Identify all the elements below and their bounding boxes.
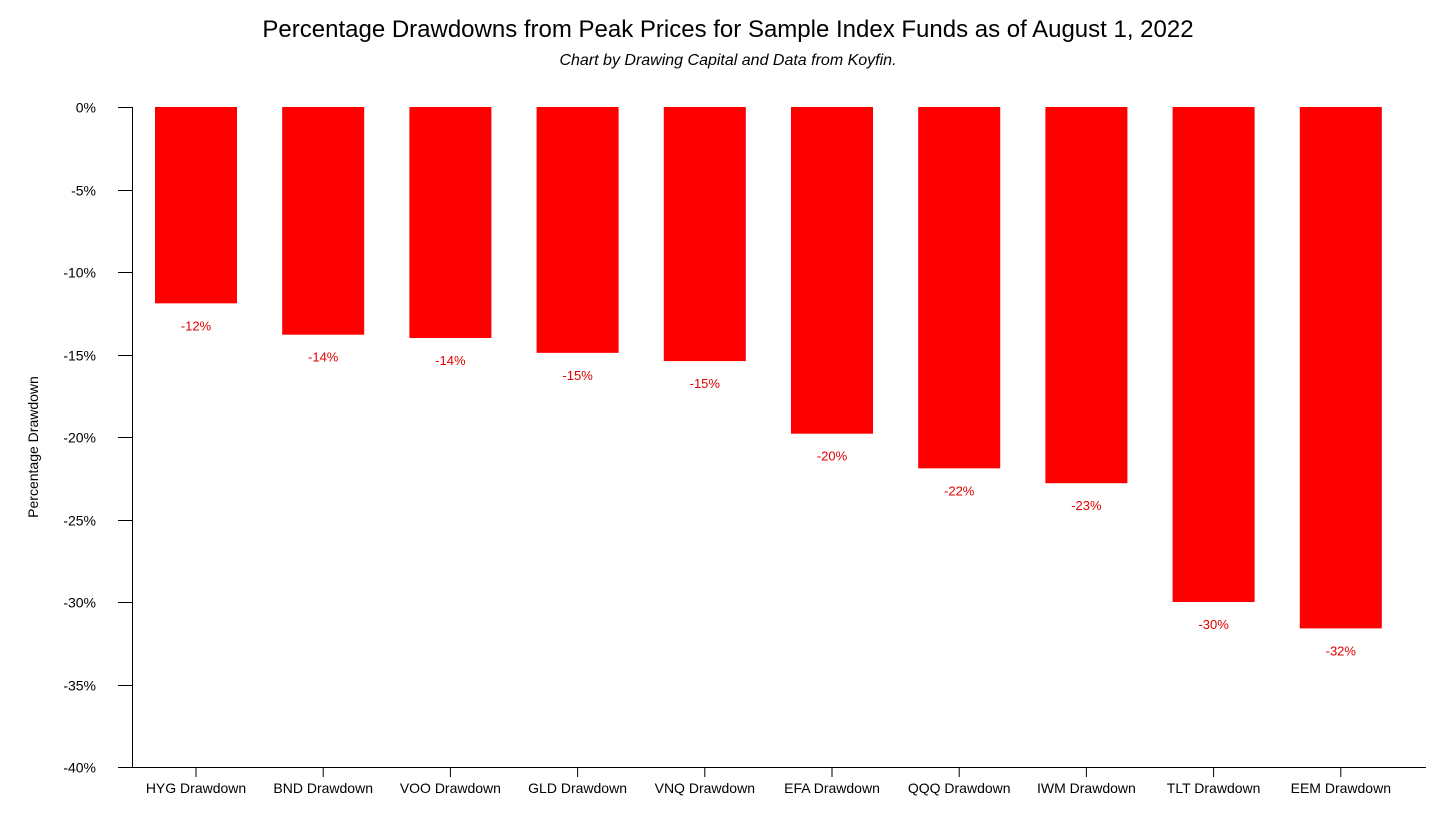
data-label: -20%	[817, 449, 848, 464]
bar	[1172, 107, 1255, 602]
bar	[918, 107, 1001, 469]
y-tick-label: -30%	[63, 595, 96, 611]
bar	[155, 107, 237, 304]
y-tick-label: 0%	[76, 100, 96, 116]
y-tick-label: -15%	[63, 348, 96, 364]
y-tick-label: -25%	[63, 513, 96, 529]
y-tick-label: -5%	[71, 183, 96, 199]
x-axis: HYG Drawdown BND Drawdown VOO Drawdown GLD …	[132, 767, 1426, 796]
bar	[1299, 107, 1382, 629]
y-tick-label: -10%	[63, 265, 96, 281]
y-tick-label: -35%	[63, 678, 96, 694]
x-tick-label: TLT Drawdown	[1167, 780, 1261, 796]
data-label: -30%	[1198, 617, 1229, 632]
x-tick-label: HYG Drawdown	[146, 780, 246, 796]
chart-title: Percentage Drawdowns from Peak Prices fo…	[262, 16, 1194, 43]
bar	[536, 107, 619, 353]
y-axis-title: Percentage Drawdown	[25, 376, 41, 518]
data-label: -23%	[1071, 498, 1102, 513]
chart-subtitle: Chart by Drawing Capital and Data from K…	[559, 52, 897, 69]
x-tick-label: QQQ Drawdown	[908, 780, 1011, 796]
bar	[409, 107, 492, 338]
bar	[282, 107, 365, 335]
bars	[155, 107, 1382, 629]
y-tick-label: -20%	[63, 430, 96, 446]
x-tick-label: EEM Drawdown	[1291, 780, 1391, 796]
x-tick-label: GLD Drawdown	[528, 780, 627, 796]
x-tick-label: BND Drawdown	[273, 780, 373, 796]
bar	[791, 107, 873, 434]
data-label: -15%	[562, 368, 593, 383]
bar	[663, 107, 746, 362]
data-label: -32%	[1326, 643, 1357, 658]
data-label: -15%	[690, 376, 721, 391]
x-tick-label: EFA Drawdown	[784, 780, 880, 796]
x-tick-label: VOO Drawdown	[400, 780, 501, 796]
bar	[1045, 107, 1128, 484]
x-tick-label: VNQ Drawdown	[655, 780, 755, 796]
y-tick-label: -40%	[63, 760, 96, 776]
data-label: -14%	[435, 353, 466, 368]
data-labels: -12% -14% -14% -15% -15% -20% -22% -23% -30% -32%	[181, 318, 1357, 658]
data-label: -22%	[944, 483, 975, 498]
data-label: -14%	[308, 350, 339, 365]
y-axis: 0% -5% -10% -15% -20% -25% -30% -35% -40%	[63, 100, 133, 776]
data-label: -12%	[181, 318, 212, 333]
x-tick-label: IWM Drawdown	[1037, 780, 1136, 796]
